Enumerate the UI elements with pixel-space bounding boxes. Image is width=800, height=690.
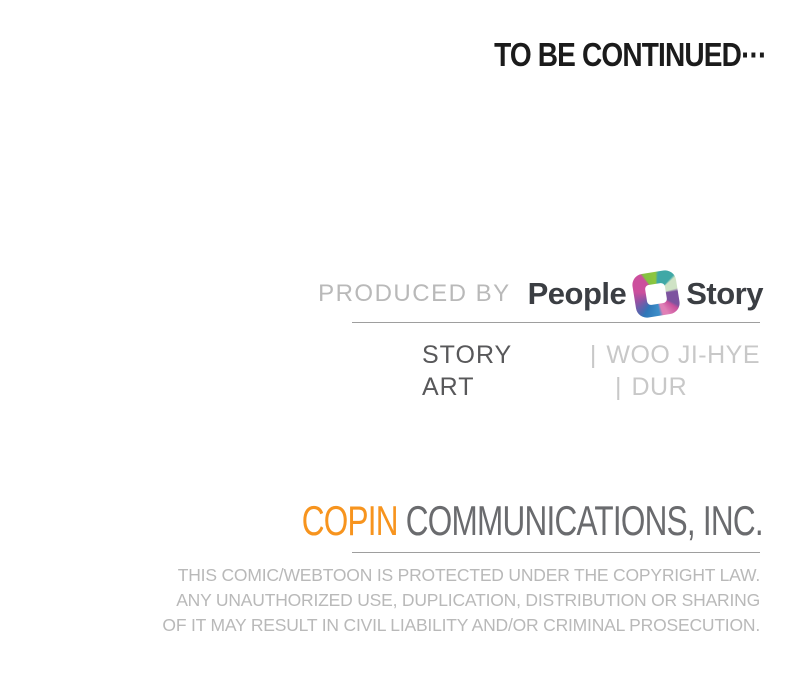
copyright-notice: THIS COMIC/WEBTOON IS PROTECTED UNDER TH… bbox=[120, 563, 760, 638]
copyright-line-2: ANY UNAUTHORIZED USE, DUPLICATION, DISTR… bbox=[176, 590, 760, 610]
brand-people-text: People bbox=[527, 276, 627, 311]
copyright-line-1: THIS COMIC/WEBTOON IS PROTECTED UNDER TH… bbox=[177, 565, 760, 585]
to-be-continued-text: TO BE CONTINUED··· bbox=[494, 36, 768, 73]
credit-value-story-author: WOO JI-HYE bbox=[606, 341, 760, 369]
company-name-rest: COMMUNICATIONS, INC. bbox=[405, 497, 764, 544]
credit-separator: | bbox=[589, 341, 597, 369]
produced-by-label: PRODUCED BY bbox=[318, 280, 511, 307]
produced-by-row: PRODUCED BY People Story bbox=[318, 268, 763, 320]
credit-label-art: ART bbox=[422, 373, 475, 401]
credit-row-story: STORY | WOO JI-HYE bbox=[422, 339, 760, 371]
credit-row-art: ART | DUR bbox=[422, 371, 760, 403]
credit-label-story: STORY bbox=[422, 341, 513, 369]
credits-table: STORY | WOO JI-HYE ART | DUR bbox=[422, 339, 760, 403]
credit-value-art-author: DUR bbox=[631, 373, 688, 401]
credit-separator: | bbox=[615, 373, 622, 401]
brand-story-text: Story bbox=[686, 276, 763, 311]
company-name: COPIN COMMUNICATIONS, INC. bbox=[301, 497, 764, 544]
divider-bottom bbox=[352, 552, 760, 553]
company-name-copin: COPIN bbox=[301, 497, 399, 544]
divider-top bbox=[352, 322, 760, 323]
copyright-line-3: OF IT MAY RESULT IN CIVIL LIABILITY AND/… bbox=[162, 615, 760, 635]
people-story-logo-icon bbox=[631, 268, 682, 320]
